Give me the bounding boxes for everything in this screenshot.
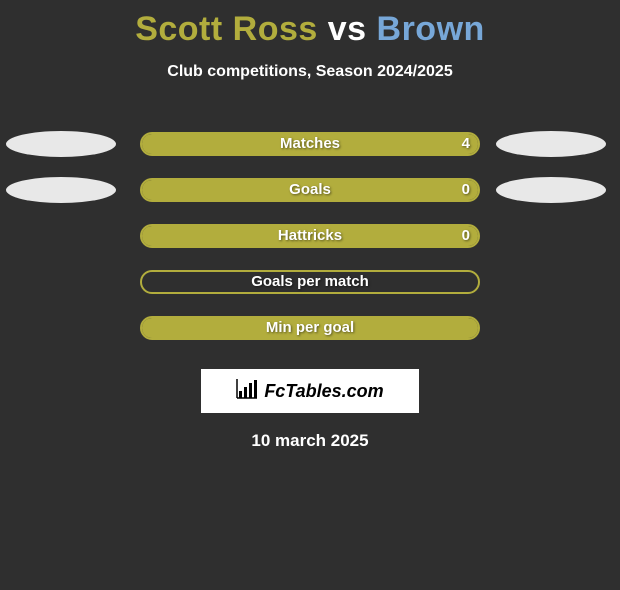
stat-bar-track (140, 224, 480, 248)
stat-bar-track (140, 316, 480, 340)
player2-indicator-ellipse (496, 177, 606, 203)
player1-bar-fill (142, 180, 478, 200)
stat-row: Matches4 (0, 121, 620, 167)
vs-text: vs (328, 10, 367, 48)
stat-row: Min per goal (0, 305, 620, 351)
player1-name: Scott Ross (135, 10, 318, 48)
brand-box[interactable]: FcTables.com (201, 369, 419, 413)
player1-indicator-ellipse (6, 177, 116, 203)
stat-row: Goals0 (0, 167, 620, 213)
player1-bar-fill (142, 226, 478, 246)
player1-bar-fill (142, 318, 478, 338)
player2-name: Brown (377, 10, 485, 48)
stat-bar-track (140, 178, 480, 202)
player2-indicator-ellipse (496, 131, 606, 157)
brand-text: FcTables.com (264, 381, 383, 402)
stat-bar-track (140, 132, 480, 156)
comparison-chart: Matches4Goals0Hattricks0Goals per matchM… (0, 121, 620, 351)
bar-chart-icon (236, 379, 258, 404)
subtitle: Club competitions, Season 2024/2025 (0, 63, 620, 81)
page-title: Scott Ross vs Brown (0, 10, 620, 49)
stat-bar-track (140, 270, 480, 294)
date-text: 10 march 2025 (0, 431, 620, 451)
stat-row: Hattricks0 (0, 213, 620, 259)
player1-bar-fill (142, 134, 478, 154)
stat-row: Goals per match (0, 259, 620, 305)
player1-indicator-ellipse (6, 131, 116, 157)
